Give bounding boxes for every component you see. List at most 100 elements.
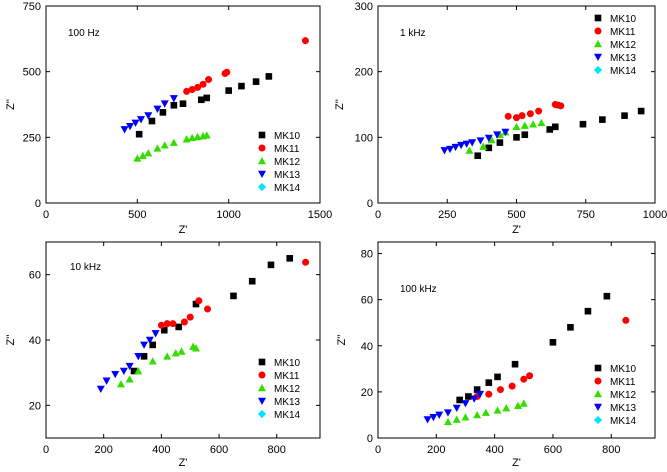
data-point: [120, 126, 129, 134]
data-point: [520, 121, 529, 129]
y-axis-label: Z'': [5, 335, 17, 346]
data-point: [461, 400, 470, 408]
data-point: [160, 141, 169, 149]
data-point: [157, 321, 165, 329]
legend-label-mk11: MK11: [274, 371, 300, 382]
y-tick-label: 0: [35, 198, 41, 210]
data-point: [151, 330, 160, 338]
legend-label-mk10: MK10: [610, 14, 637, 25]
data-point: [134, 367, 143, 375]
x-tick-label: 750: [577, 209, 595, 221]
data-point: [169, 95, 178, 103]
legend-label-mk13: MK13: [610, 403, 637, 414]
x-tick-label: 1000: [216, 209, 240, 221]
data-point: [452, 415, 461, 423]
data-point: [186, 313, 194, 321]
data-point: [136, 116, 145, 124]
data-point: [153, 144, 162, 152]
series-mk11: [504, 101, 565, 122]
legend-marker-mk11: [258, 144, 266, 152]
legend-marker-mk12: [258, 157, 266, 165]
data-point: [513, 134, 520, 141]
x-tick-label: 800: [602, 444, 620, 456]
legend-label-mk13: MK13: [274, 397, 301, 408]
x-tick-label: 1500: [308, 209, 332, 221]
data-point: [520, 375, 528, 383]
data-point: [473, 386, 481, 393]
data-point: [267, 261, 275, 269]
legend-marker-mk11: [258, 371, 266, 379]
series-mk13: [96, 330, 160, 393]
data-point: [461, 413, 470, 421]
data-point: [194, 83, 202, 91]
x-axis-label: Z': [179, 224, 188, 236]
data-point: [111, 371, 120, 379]
series-mk12: [465, 118, 546, 154]
data-point: [169, 320, 177, 328]
legend-marker-mk10: [594, 14, 602, 22]
data-point: [133, 154, 142, 162]
data-point: [535, 107, 543, 115]
legend-label-mk10: MK10: [274, 358, 301, 369]
legend: MK10 MK11 MK12 MK13 MK14: [257, 358, 301, 421]
x-tick-label: 1000: [643, 209, 667, 221]
data-point: [621, 112, 628, 119]
y-tick-label: 40: [29, 335, 41, 347]
data-point: [549, 339, 557, 346]
data-point: [513, 401, 522, 410]
data-point: [512, 122, 521, 131]
x-tick-label: 500: [507, 209, 525, 221]
data-point: [479, 142, 488, 150]
legend-marker-mk10: [258, 131, 266, 139]
x-tick-label: 250: [438, 209, 456, 221]
data-point: [423, 416, 432, 424]
data-point: [134, 353, 143, 361]
data-point: [546, 126, 554, 133]
x-tick-label: 200: [427, 444, 445, 456]
legend-label-mk12: MK12: [610, 40, 637, 51]
data-point: [579, 120, 587, 128]
legend-label-mk14: MK14: [610, 416, 637, 427]
series-mk10: [135, 73, 273, 138]
x-axis-label: Z': [179, 457, 188, 469]
data-point: [440, 147, 449, 155]
data-point: [493, 406, 502, 414]
data-point: [144, 149, 153, 157]
data-point: [446, 145, 455, 154]
legend-label-mk14: MK14: [274, 183, 301, 194]
data-point: [521, 131, 529, 139]
data-point: [584, 307, 592, 315]
plot-frame: [377, 241, 656, 439]
data-point: [451, 143, 460, 152]
series-mk12: [443, 399, 528, 426]
legend-marker-mk14: [593, 415, 603, 425]
data-point: [567, 324, 574, 331]
data-point: [125, 362, 134, 371]
legend-marker-mk10: [258, 358, 266, 366]
plot-frame: [45, 5, 321, 204]
data-point: [526, 372, 534, 380]
legend: MK10 MK11 MK12 MK13 MK14: [593, 14, 637, 77]
legend-marker-mk11: [594, 27, 602, 35]
data-point: [504, 112, 512, 120]
data-point: [140, 353, 148, 360]
panel-title: 1 kHz: [400, 28, 426, 39]
x-tick-label: 0: [375, 209, 381, 221]
data-point: [238, 82, 245, 90]
data-point: [159, 109, 167, 116]
y-tick-label: 300: [355, 1, 373, 13]
series-mk11: [183, 37, 309, 95]
data-point: [202, 131, 211, 139]
y-tick-label: 200: [355, 67, 373, 79]
data-point: [494, 373, 501, 381]
series-mk13: [440, 128, 510, 155]
data-point: [302, 258, 310, 266]
data-point: [513, 114, 520, 122]
data-point: [252, 78, 260, 85]
data-point: [456, 396, 463, 404]
data-point: [230, 292, 237, 300]
data-point: [443, 417, 452, 426]
legend-label-mk10: MK10: [610, 364, 637, 375]
